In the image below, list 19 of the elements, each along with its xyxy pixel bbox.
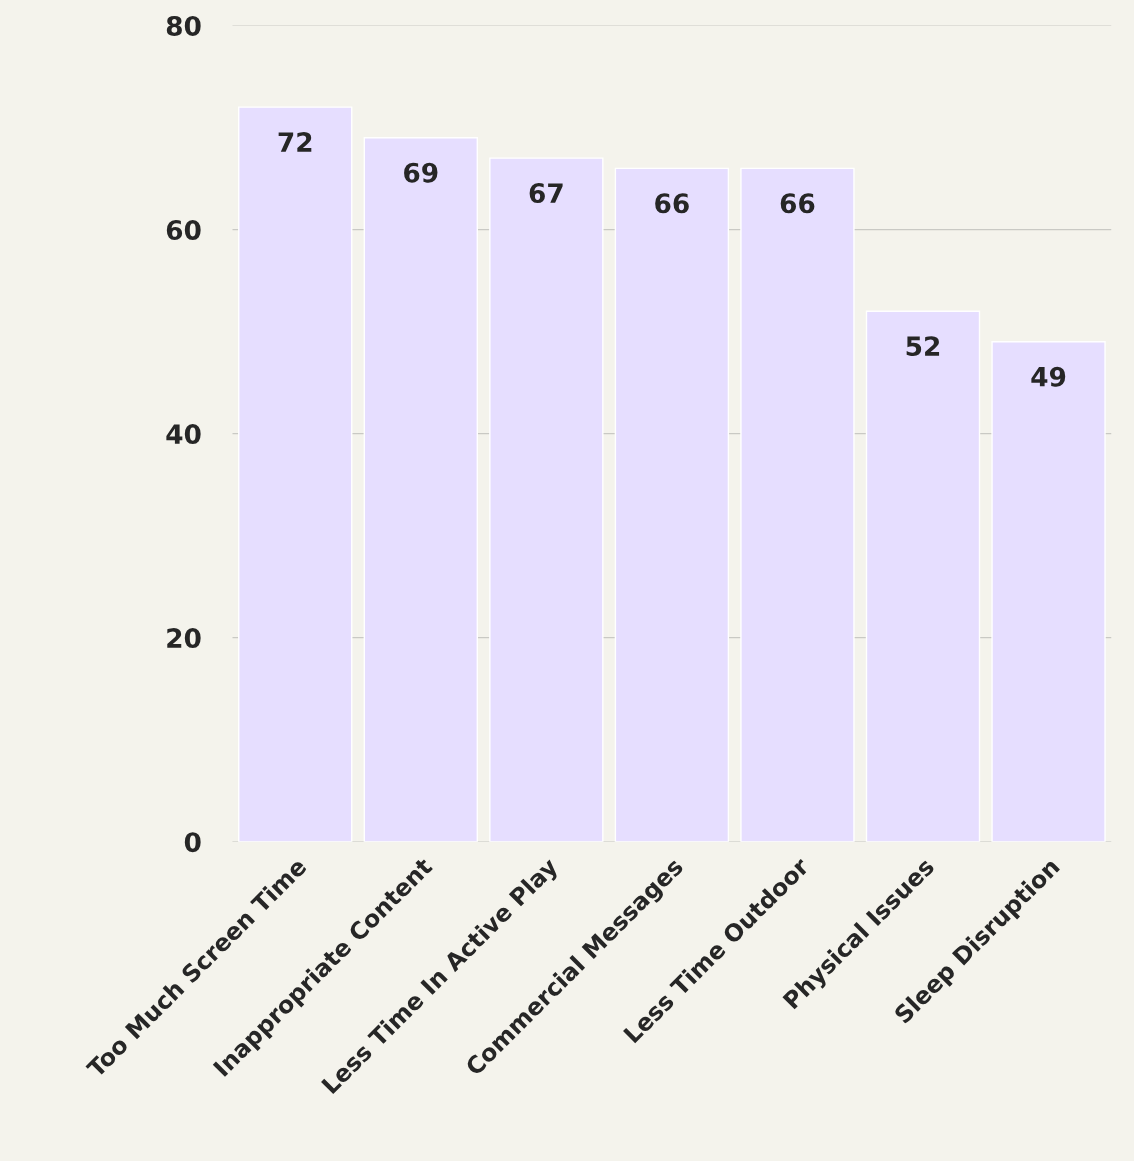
data-label: 52 (906, 336, 940, 357)
y-tick-label: 40 (166, 424, 201, 445)
data-label: 72 (278, 132, 312, 152)
bar (740, 167, 855, 842)
bar (991, 341, 1106, 842)
bar (363, 137, 478, 842)
data-label: 66 (780, 193, 815, 214)
y-tick-label: 0 (184, 832, 201, 853)
data-label: 67 (529, 183, 563, 204)
data-label: 66 (655, 193, 689, 214)
bar (865, 310, 981, 842)
bar (238, 106, 353, 842)
bar (614, 167, 730, 842)
data-label: 49 (1031, 366, 1066, 387)
y-tick-label: 60 (166, 220, 201, 240)
y-tick-label: 80 (166, 15, 201, 36)
data-label: 69 (404, 162, 438, 183)
bar (489, 157, 604, 842)
y-tick-label: 20 (167, 628, 201, 649)
